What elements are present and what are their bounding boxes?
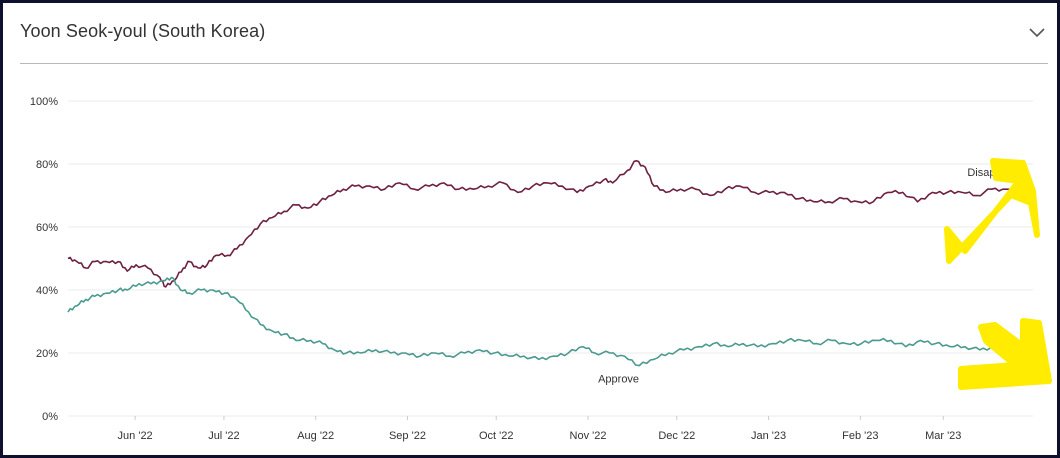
line-chart: 0% 20% 40% 60% 80% 100% Jun '22 Jul '22 Aug '22 S… <box>30 96 1052 442</box>
arrow-up-annotation <box>944 158 1040 264</box>
y-tick-label: 60% <box>36 222 58 234</box>
y-tick-label: 40% <box>36 285 58 297</box>
y-tick-label: 20% <box>36 348 58 360</box>
x-tick-label: Mar '23 <box>925 430 961 442</box>
x-tick-label: Oct '22 <box>479 430 514 442</box>
y-tick-label: 80% <box>36 159 58 171</box>
x-tick-label: Aug '22 <box>297 430 334 442</box>
x-tick-label: Nov '22 <box>570 430 607 442</box>
x-tick-label: Feb '23 <box>842 430 878 442</box>
chevron-down-icon[interactable] <box>1026 21 1048 43</box>
x-tick-label: Jan '23 <box>751 430 786 442</box>
series-line-disapprove <box>67 160 1034 288</box>
x-tick-label: Dec '22 <box>658 430 695 442</box>
card-header: Yoon Seok-youl (South Korea) <box>20 3 1048 64</box>
x-tick-label: Jun '22 <box>118 430 153 442</box>
arrow-down-annotation <box>958 318 1052 390</box>
x-tick-label: Jul '22 <box>208 430 239 442</box>
series-line-approve <box>67 276 1034 367</box>
y-tick-label: 0% <box>42 411 58 423</box>
series-label-approve: Approve <box>598 373 639 385</box>
chart-title: Yoon Seok-youl (South Korea) <box>20 21 266 41</box>
y-tick-label: 100% <box>30 96 58 108</box>
x-tick-label: Sep '22 <box>389 430 426 442</box>
